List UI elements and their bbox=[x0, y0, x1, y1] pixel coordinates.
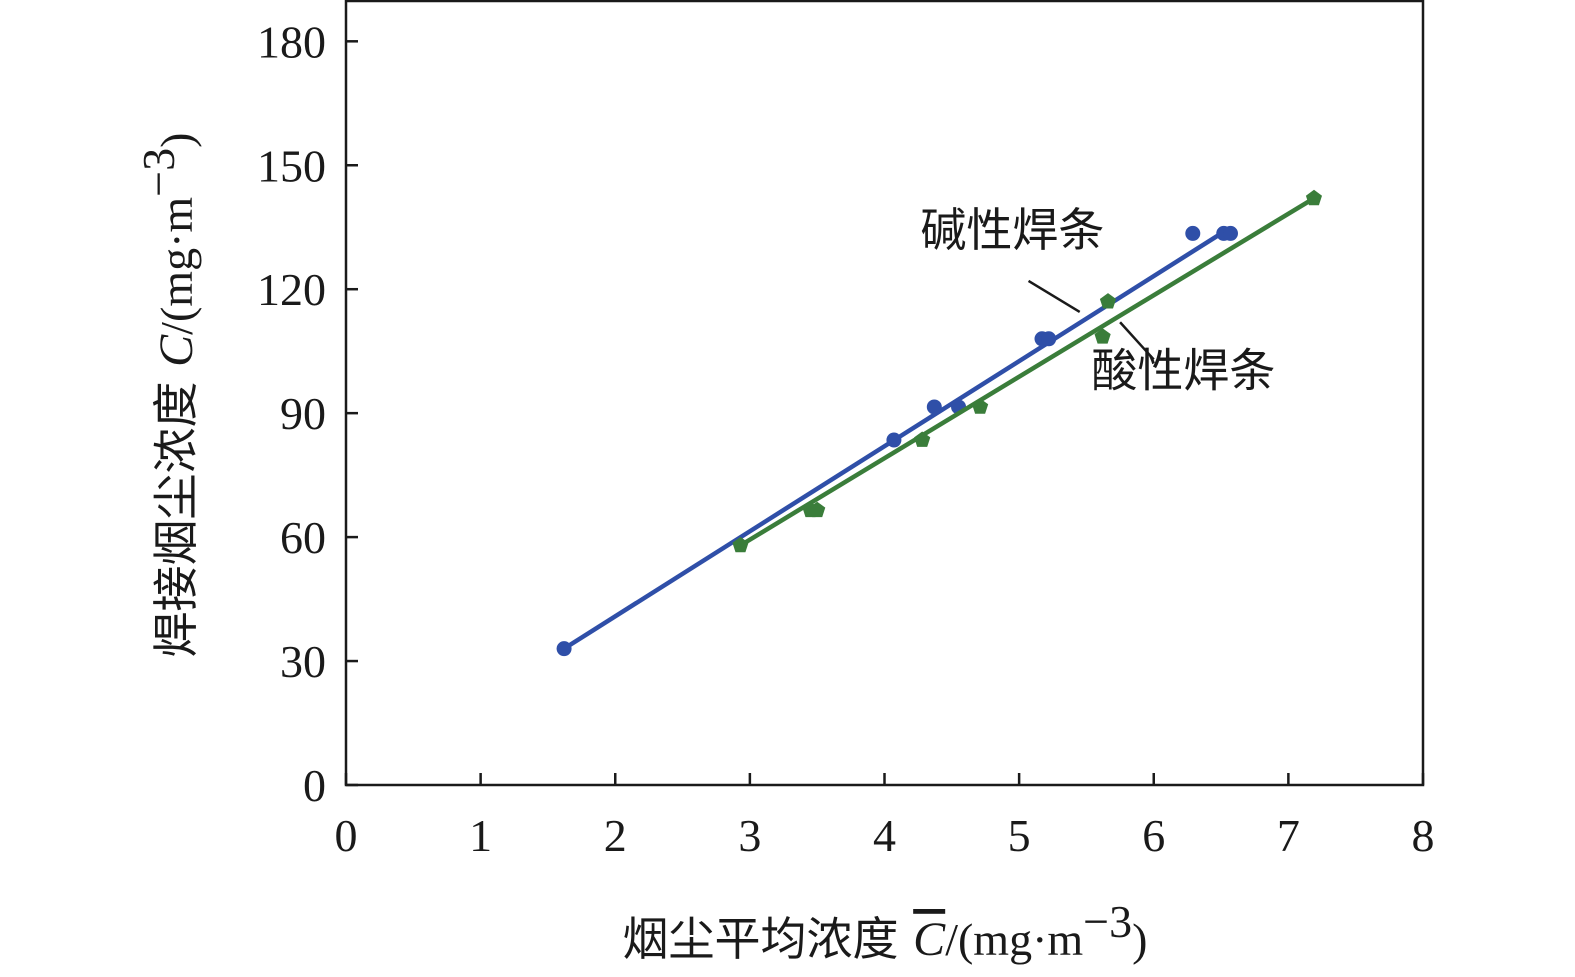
data-point bbox=[914, 431, 931, 447]
x-tick-label: 6 bbox=[1142, 810, 1165, 861]
data-point bbox=[556, 641, 572, 657]
data-point bbox=[886, 432, 902, 448]
data-point bbox=[1099, 293, 1117, 309]
y-axis-unit-sup: −3 bbox=[133, 148, 184, 197]
x-tick-label: 2 bbox=[604, 810, 627, 861]
x-tick-label: 7 bbox=[1277, 810, 1300, 861]
y-tick-label: 90 bbox=[280, 388, 326, 439]
data-point bbox=[1041, 331, 1057, 347]
series-2 bbox=[732, 189, 1322, 553]
x-axis-title: 烟尘平均浓度 C/(mg·m−3) bbox=[623, 896, 1148, 966]
annotation-leader bbox=[1027, 279, 1081, 314]
series-label-2: 酸性焊条 bbox=[1091, 343, 1275, 397]
data-point bbox=[972, 398, 989, 414]
data-point bbox=[732, 536, 749, 553]
data-point bbox=[1094, 328, 1111, 344]
x-axis-unit-close: ) bbox=[1132, 914, 1147, 965]
x-axis-unit: /(mg·m bbox=[945, 914, 1083, 965]
y-tick-label: 150 bbox=[257, 140, 326, 191]
y-axis-title: 焊接烟尘浓度 C/(mg·m−3) bbox=[133, 133, 203, 658]
axes: 0 1 2 3 4 5 6 7 8 0 30 60 90 120 150 180 bbox=[257, 0, 1435, 861]
x-tick-label: 5 bbox=[1008, 810, 1031, 861]
data-point bbox=[1222, 225, 1238, 241]
y-tick-label: 30 bbox=[280, 636, 326, 687]
data-point bbox=[1305, 189, 1322, 206]
y-axis-symbol: C bbox=[150, 334, 203, 367]
x-axis-symbol: C bbox=[913, 913, 946, 966]
series-1 bbox=[556, 225, 1238, 657]
x-tick-label: 3 bbox=[738, 810, 761, 861]
y-tick-label: 120 bbox=[257, 264, 326, 315]
annotation-leader bbox=[1119, 321, 1155, 361]
y-tick-label: 60 bbox=[280, 512, 326, 563]
x-tick-label: 0 bbox=[335, 810, 358, 861]
y-tick-label: 0 bbox=[303, 760, 326, 811]
series-label-1: 碱性焊条 bbox=[920, 203, 1104, 257]
fit-line bbox=[739, 196, 1316, 548]
x-tick-label: 1 bbox=[469, 810, 492, 861]
y-tick-label: 180 bbox=[257, 16, 326, 67]
data-point bbox=[809, 501, 826, 518]
y-axis-unit-close: ) bbox=[151, 133, 202, 148]
x-axis-title-text: 烟尘平均浓度 bbox=[623, 912, 914, 966]
series-layer bbox=[556, 189, 1322, 657]
y-axis-unit: /(mg·m bbox=[151, 197, 202, 335]
y-axis-title-text: 焊接烟尘浓度 bbox=[149, 367, 203, 658]
x-tick-label: 8 bbox=[1412, 810, 1435, 861]
data-point bbox=[926, 399, 942, 415]
data-point bbox=[1185, 225, 1201, 241]
x-tick-label: 4 bbox=[873, 810, 896, 861]
x-axis-unit-sup: −3 bbox=[1083, 896, 1132, 947]
